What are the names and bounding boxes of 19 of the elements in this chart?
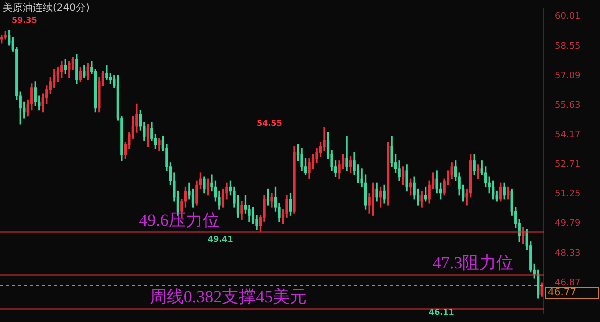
y-tick-label: 46.87 [555,278,581,288]
y-tick-label: 60.01 [555,12,581,22]
annotation: 59.35 [12,16,38,26]
ref-line-label: 周线0.382支撑45美元 [150,288,308,307]
chart-title: 美原油连续(240分) [3,2,90,15]
y-tick-label: 58.55 [555,42,581,52]
annotation: 54.55 [257,119,283,128]
annotation: 46.11 [429,308,455,318]
y-tick-label: 51.25 [555,190,581,200]
y-tick-label: 55.63 [555,100,581,111]
y-tick-label: 54.17 [555,130,581,141]
ref-line-label: 49.6压力位 [139,210,220,230]
y-tick-label: 49.79 [555,219,582,230]
y-tick-label: 52.71 [555,160,581,170]
y-tick-label: 57.09 [555,71,582,82]
annotation: 49.41 [208,235,234,244]
ref-line-label: 46.77 [548,288,577,299]
y-tick-label: 48.33 [555,248,581,259]
ref-line-label: 47.3阻力位 [432,254,514,273]
